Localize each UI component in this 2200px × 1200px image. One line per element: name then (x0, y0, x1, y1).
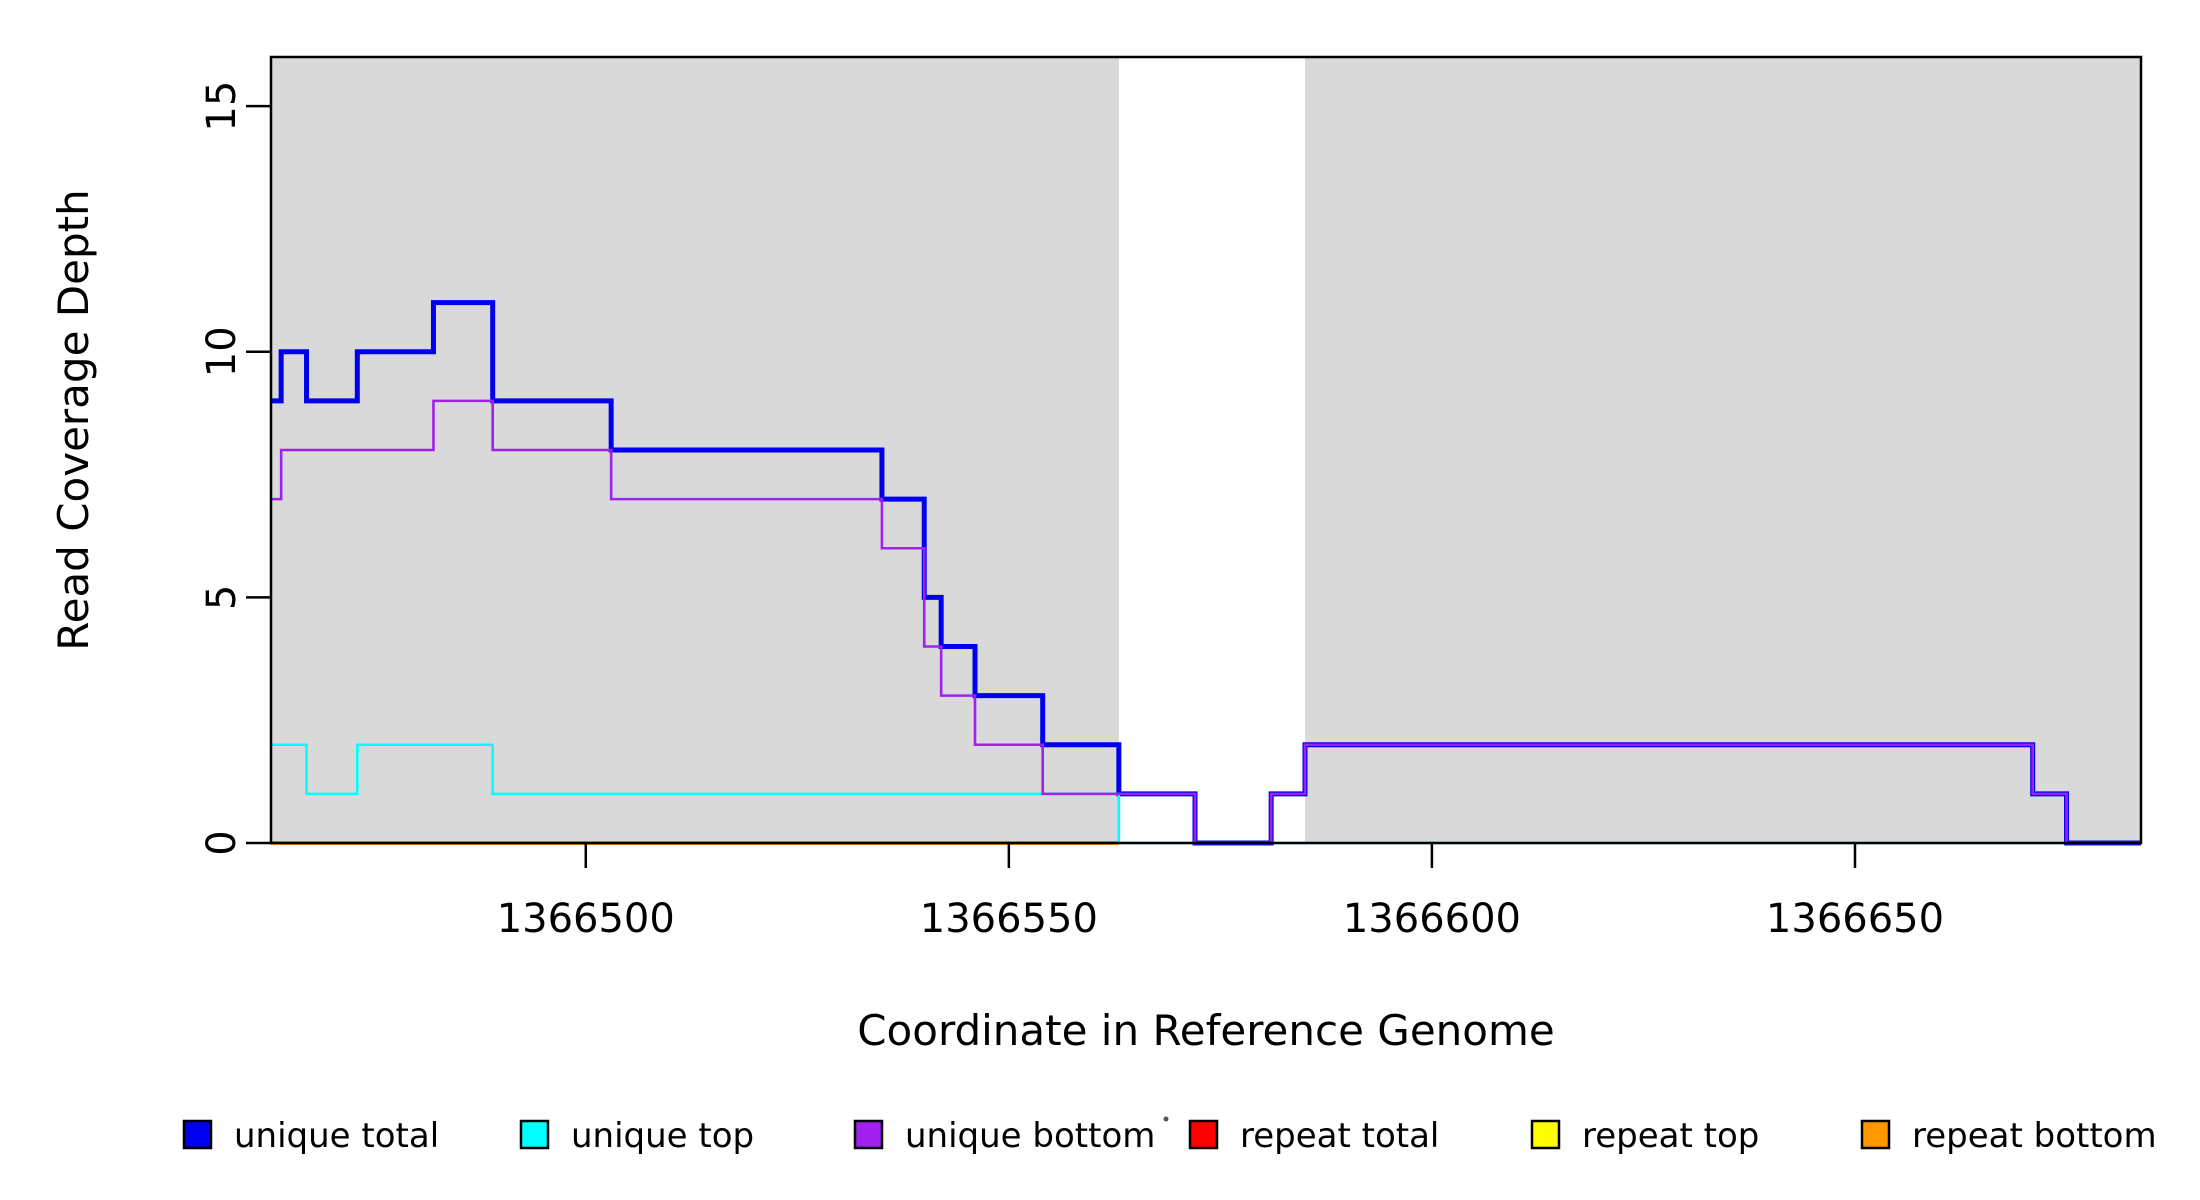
series-unique-bottom (271, 399, 2141, 845)
legend-item-repeat-top: repeat top (1530, 1116, 1759, 1156)
stray-dot (1163, 1116, 1169, 1122)
legend-label: unique bottom (905, 1116, 1155, 1156)
y-tick-label: 5 (199, 585, 245, 610)
legend: unique total unique top unique bottom repea… (182, 1116, 2157, 1156)
x-tick-label: 1366650 (1766, 896, 1944, 942)
legend-label: repeat top (1582, 1116, 1759, 1156)
legend-item-repeat-total: repeat total (1188, 1116, 1439, 1156)
legend-item-repeat-bottom: repeat bottom (1860, 1116, 2157, 1156)
x-axis: 1366500 1366550 1366600 1366650 (497, 843, 1944, 942)
right-shaded-region (1305, 57, 2141, 843)
legend-item-unique-top: unique top (519, 1116, 754, 1156)
legend-swatch (182, 1119, 213, 1150)
legend-swatch (1188, 1119, 1219, 1150)
legend-swatch (1530, 1119, 1561, 1150)
y-tick-label: 10 (199, 326, 245, 377)
series-unique-top (271, 743, 2141, 845)
x-tick-label: 1366600 (1343, 896, 1521, 942)
legend-label: repeat total (1240, 1116, 1439, 1156)
legend-label: unique top (571, 1116, 754, 1156)
legend-item-unique-bottom: unique bottom (853, 1116, 1155, 1156)
y-axis: 0 5 10 15 (199, 81, 271, 856)
y-tick-label: 15 (199, 81, 245, 132)
x-tick-label: 1366550 (920, 896, 1098, 942)
legend-label: repeat bottom (1912, 1116, 2157, 1156)
repeat-region-shading (271, 57, 2141, 843)
x-tick-label: 1366500 (497, 896, 675, 942)
legend-swatch (853, 1119, 884, 1150)
x-axis-title: Coordinate in Reference Genome (857, 1006, 1555, 1055)
legend-label: unique total (234, 1116, 439, 1156)
y-axis-title: Read Coverage Depth (49, 189, 98, 650)
legend-swatch (519, 1119, 550, 1150)
legend-item-unique-total: unique total (182, 1116, 439, 1156)
y-tick-label: 0 (199, 830, 245, 855)
plot-box-border (269, 55, 2143, 845)
legend-swatch (1860, 1119, 1891, 1150)
